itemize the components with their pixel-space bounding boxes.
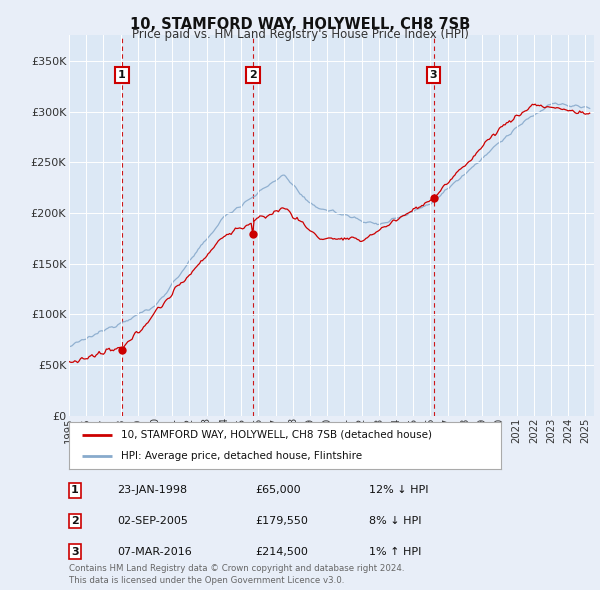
Text: 8% ↓ HPI: 8% ↓ HPI xyxy=(369,516,421,526)
Text: 02-SEP-2005: 02-SEP-2005 xyxy=(117,516,188,526)
Text: 12% ↓ HPI: 12% ↓ HPI xyxy=(369,486,428,495)
Text: 1: 1 xyxy=(71,486,79,495)
Text: 07-MAR-2016: 07-MAR-2016 xyxy=(117,547,192,556)
Text: Price paid vs. HM Land Registry's House Price Index (HPI): Price paid vs. HM Land Registry's House … xyxy=(131,28,469,41)
Text: HPI: Average price, detached house, Flintshire: HPI: Average price, detached house, Flin… xyxy=(121,451,362,461)
Text: 2: 2 xyxy=(249,70,257,80)
Text: £214,500: £214,500 xyxy=(255,547,308,556)
Text: 3: 3 xyxy=(71,547,79,556)
Text: 10, STAMFORD WAY, HOLYWELL, CH8 7SB: 10, STAMFORD WAY, HOLYWELL, CH8 7SB xyxy=(130,17,470,31)
Text: 2: 2 xyxy=(71,516,79,526)
Text: 10, STAMFORD WAY, HOLYWELL, CH8 7SB (detached house): 10, STAMFORD WAY, HOLYWELL, CH8 7SB (det… xyxy=(121,430,432,440)
Text: 3: 3 xyxy=(430,70,437,80)
Text: 1: 1 xyxy=(118,70,126,80)
Text: 1% ↑ HPI: 1% ↑ HPI xyxy=(369,547,421,556)
Text: 23-JAN-1998: 23-JAN-1998 xyxy=(117,486,187,495)
Text: Contains HM Land Registry data © Crown copyright and database right 2024.
This d: Contains HM Land Registry data © Crown c… xyxy=(69,565,404,585)
Text: £65,000: £65,000 xyxy=(255,486,301,495)
Text: £179,550: £179,550 xyxy=(255,516,308,526)
